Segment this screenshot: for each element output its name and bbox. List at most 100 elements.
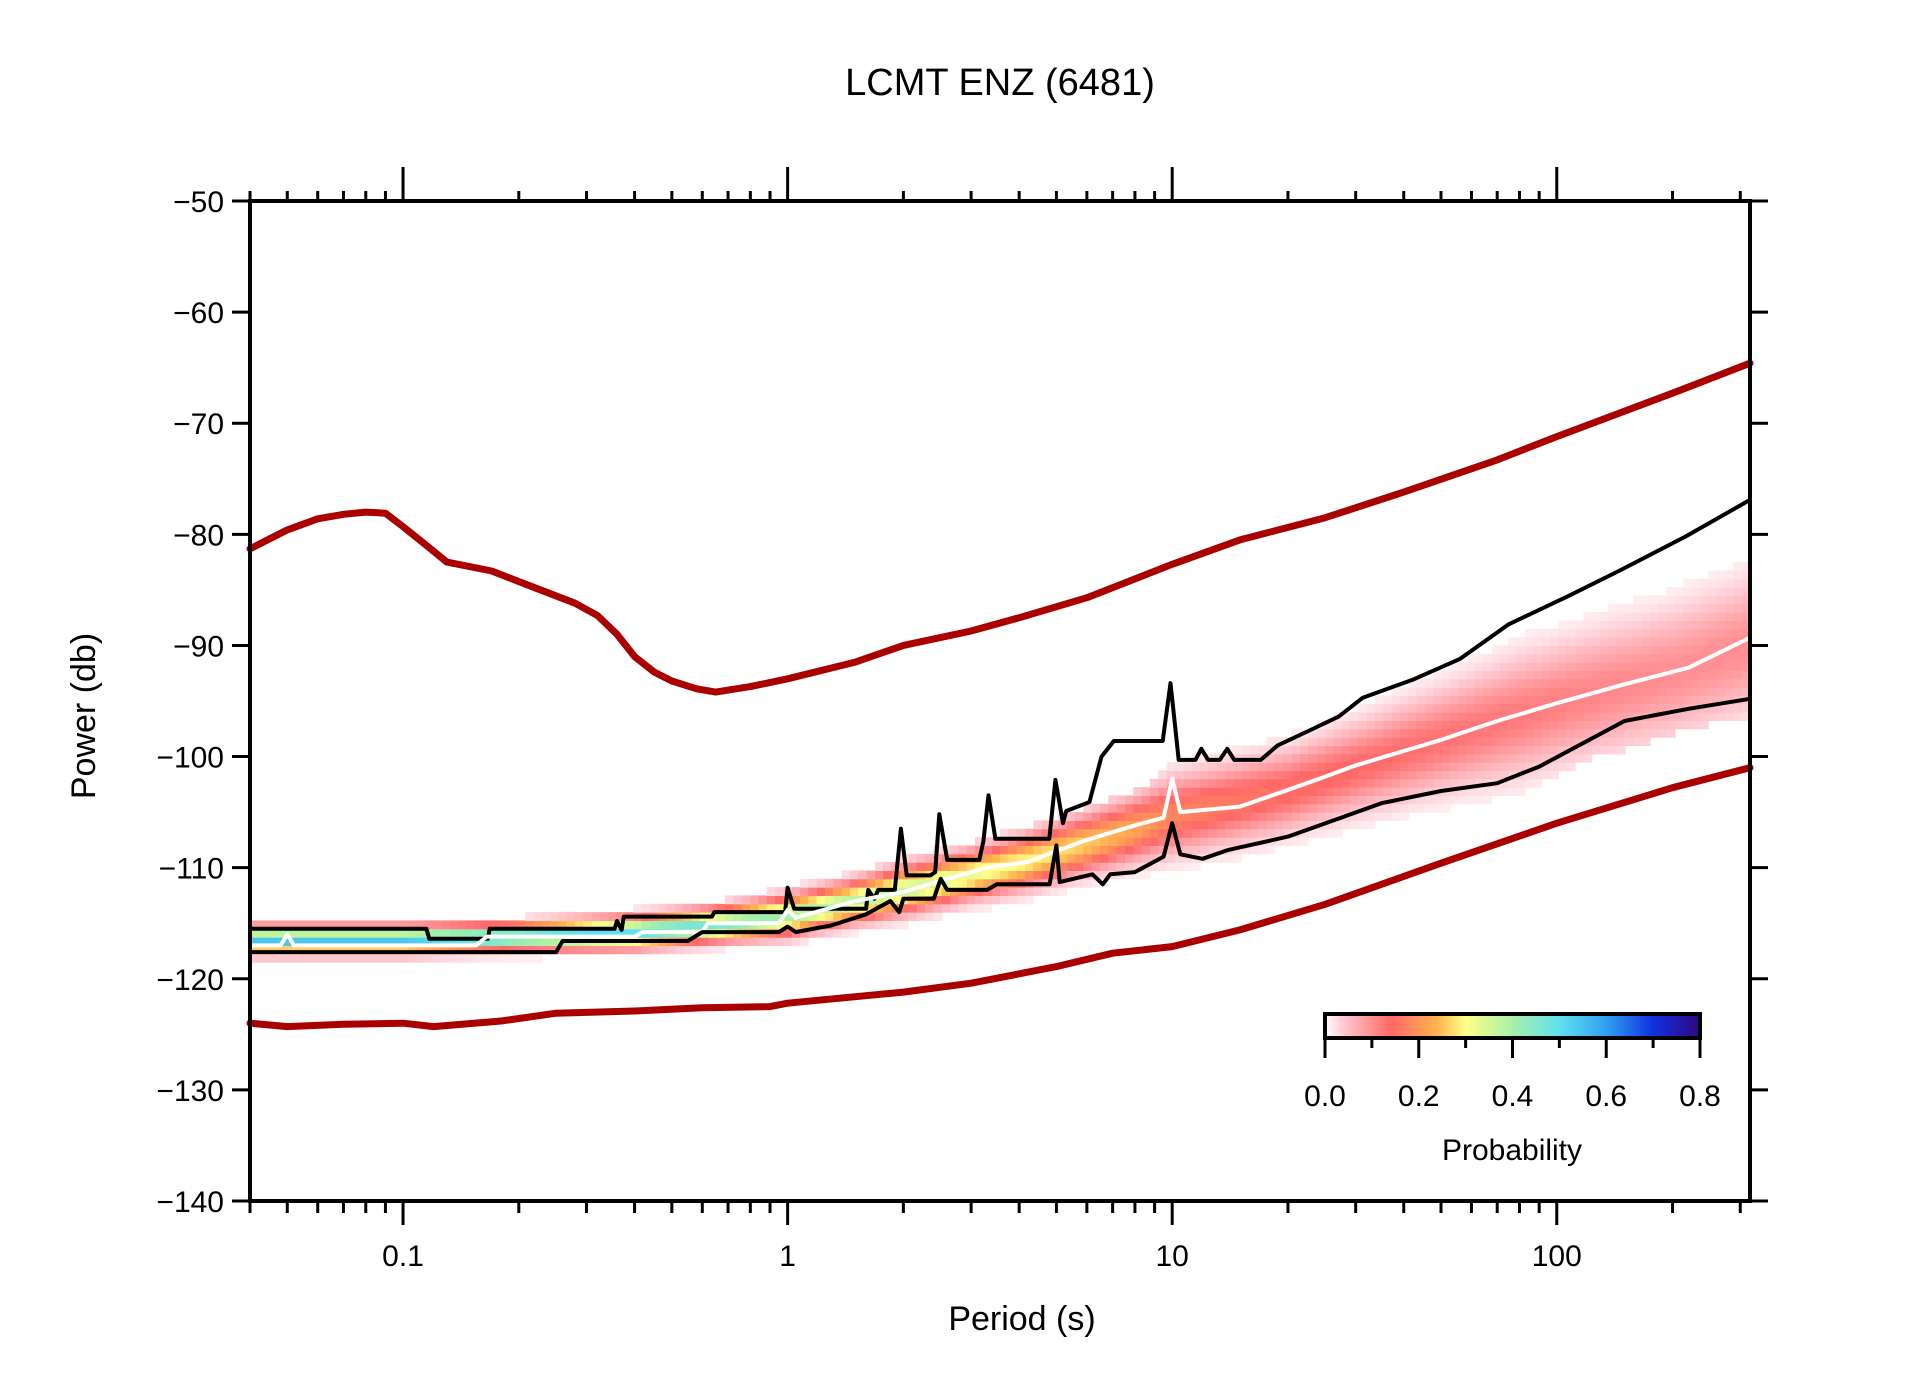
pdf-cell bbox=[1275, 803, 1284, 813]
pdf-cell bbox=[383, 920, 393, 930]
pdf-cell bbox=[1583, 637, 1593, 646]
pdf-cell bbox=[916, 862, 926, 871]
pdf-cell bbox=[1741, 653, 1751, 663]
pdf-cell bbox=[1291, 770, 1301, 780]
colorbar-swatch bbox=[1603, 1014, 1607, 1038]
pdf-cell bbox=[1733, 612, 1743, 621]
pdf-cell bbox=[1266, 762, 1276, 771]
pdf-cell bbox=[1691, 587, 1701, 596]
pdf-cell bbox=[425, 920, 434, 930]
colorbar-swatch bbox=[1550, 1014, 1554, 1038]
pdf-cell bbox=[1075, 870, 1084, 880]
pdf-cell bbox=[1275, 795, 1284, 805]
pdf-cell bbox=[1725, 695, 1734, 705]
pdf-cell bbox=[1150, 820, 1159, 830]
pdf-cell bbox=[1616, 695, 1626, 705]
pdf-cell bbox=[1658, 703, 1668, 713]
pdf-cell bbox=[1525, 637, 1534, 646]
pdf-cell bbox=[1708, 670, 1718, 680]
pdf-cell bbox=[1233, 745, 1243, 755]
pdf-cell bbox=[1541, 662, 1551, 671]
pdf-cell bbox=[950, 895, 959, 905]
pdf-cell bbox=[1608, 720, 1618, 730]
y-tick-label: −50 bbox=[173, 186, 224, 219]
pdf-cell bbox=[1516, 778, 1526, 788]
pdf-cell bbox=[1125, 803, 1134, 813]
colorbar-swatch bbox=[1365, 1014, 1370, 1038]
pdf-cell bbox=[1683, 595, 1693, 605]
pdf-cell bbox=[1391, 803, 1401, 813]
colorbar-swatch bbox=[1653, 1014, 1657, 1038]
pdf-cell bbox=[1650, 703, 1659, 713]
pdf-cell bbox=[1575, 628, 1584, 638]
pdf-cell bbox=[841, 920, 851, 930]
pdf-cell bbox=[1183, 778, 1193, 788]
pdf-cell bbox=[925, 853, 934, 863]
pdf-cell bbox=[1258, 745, 1268, 755]
pdf-cell bbox=[1200, 812, 1209, 821]
pdf-cell bbox=[1566, 670, 1576, 680]
pdf-cell bbox=[1475, 770, 1484, 780]
pdf-cell bbox=[616, 912, 626, 921]
pdf-cell bbox=[1733, 712, 1743, 721]
pdf-cell bbox=[1175, 795, 1184, 805]
pdf-cell bbox=[1433, 712, 1443, 721]
pdf-cell bbox=[516, 937, 526, 946]
pdf-cell bbox=[1516, 645, 1526, 655]
pdf-cell bbox=[1550, 720, 1559, 730]
pdf-cell bbox=[1500, 770, 1509, 780]
pdf-cell bbox=[750, 937, 759, 946]
pdf-cell bbox=[733, 937, 743, 946]
pdf-cell bbox=[1433, 728, 1443, 738]
pdf-cell bbox=[400, 953, 409, 963]
pdf-cell bbox=[1191, 862, 1201, 871]
pdf-cell bbox=[1500, 670, 1509, 680]
pdf-cell bbox=[1008, 870, 1018, 880]
pdf-cell bbox=[1325, 787, 1334, 796]
pdf-cell bbox=[1308, 728, 1318, 738]
pdf-cell bbox=[1591, 653, 1601, 663]
pdf-cell bbox=[1550, 628, 1559, 638]
pdf-cell bbox=[1491, 762, 1501, 771]
pdf-cell bbox=[1591, 678, 1601, 688]
pdf-cell bbox=[1200, 770, 1209, 780]
pdf-cell bbox=[1250, 837, 1259, 846]
pdf-cell bbox=[466, 953, 476, 963]
pdf-cell bbox=[408, 928, 418, 938]
pdf-cell bbox=[1008, 862, 1018, 871]
pdf-cell bbox=[1566, 753, 1576, 763]
pdf-cell bbox=[1708, 662, 1718, 671]
colorbar-swatch bbox=[1546, 1014, 1551, 1038]
pdf-cell bbox=[516, 920, 526, 930]
pdf-cell bbox=[1191, 770, 1201, 780]
pdf-cell bbox=[1616, 662, 1626, 671]
pdf-cell bbox=[1716, 687, 1726, 696]
pdf-cell bbox=[491, 920, 501, 930]
pdf-cell bbox=[1700, 612, 1709, 621]
pdf-cell bbox=[575, 912, 584, 921]
pdf-cell bbox=[400, 928, 409, 938]
pdf-cell bbox=[800, 878, 809, 888]
pdf-cell bbox=[975, 903, 984, 913]
pdf-cell bbox=[700, 937, 709, 946]
pdf-cell bbox=[1716, 695, 1726, 705]
pdf-cell bbox=[1608, 712, 1618, 721]
colorbar-swatch bbox=[1381, 1014, 1386, 1038]
pdf-cell bbox=[1541, 753, 1551, 763]
pdf-cell bbox=[1466, 670, 1476, 680]
pdf-cell bbox=[1741, 687, 1751, 696]
colorbar-swatch bbox=[1481, 1014, 1486, 1038]
pdf-cell bbox=[1350, 795, 1359, 805]
pdf-cell bbox=[1525, 770, 1534, 780]
pdf-cell bbox=[1508, 678, 1518, 688]
pdf-cell bbox=[1083, 828, 1093, 838]
pdf-cell bbox=[1100, 820, 1109, 830]
colorbar-swatch bbox=[1668, 1014, 1673, 1038]
pdf-cell bbox=[1566, 678, 1576, 688]
pdf-cell bbox=[1350, 803, 1359, 813]
pdf-cell bbox=[1716, 653, 1726, 663]
pdf-cell bbox=[950, 862, 959, 871]
pdf-cell bbox=[683, 945, 693, 955]
pdf-cell bbox=[1158, 778, 1168, 788]
pdf-cell bbox=[500, 937, 509, 946]
